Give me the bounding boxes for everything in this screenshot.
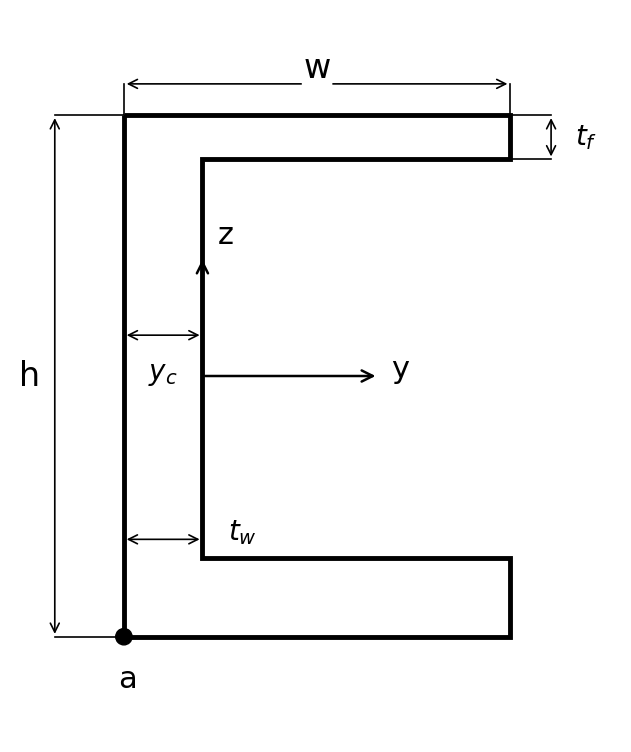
Text: a: a xyxy=(117,665,136,694)
Text: $t_w$: $t_w$ xyxy=(228,519,256,547)
Text: $t_f$: $t_f$ xyxy=(575,123,597,152)
Polygon shape xyxy=(124,115,510,637)
Text: $y_c$: $y_c$ xyxy=(148,360,178,388)
Text: h: h xyxy=(19,359,40,393)
Text: y: y xyxy=(391,355,409,384)
Text: w: w xyxy=(304,52,331,85)
Circle shape xyxy=(115,629,132,645)
Text: z: z xyxy=(218,221,234,250)
